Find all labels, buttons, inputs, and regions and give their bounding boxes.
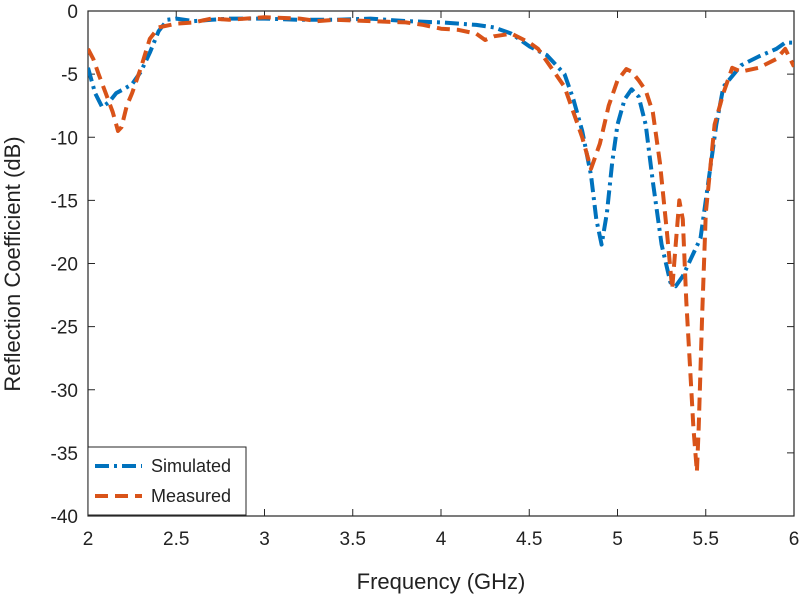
x-tick-label: 2 — [83, 529, 94, 550]
legend-label-simulated: Simulated — [151, 456, 231, 476]
x-tick-label: 3.5 — [340, 529, 366, 550]
y-tick-label: -5 — [61, 65, 78, 86]
x-tick-label: 6 — [789, 529, 800, 550]
plot-area — [87, 10, 795, 517]
series-line-simulated — [88, 16, 794, 289]
y-tick-label: 0 — [67, 2, 78, 23]
axis-ticks — [87, 10, 795, 517]
series-line-measured — [88, 15, 794, 474]
y-tick-label: -20 — [51, 255, 78, 276]
y-tick-label: -10 — [51, 128, 78, 149]
y-tick-label: -25 — [51, 318, 78, 339]
legend: Simulated Measured — [87, 446, 247, 516]
y-tick-label: -30 — [51, 381, 78, 402]
y-tick-label: -35 — [51, 444, 78, 465]
y-axis-label: Reflection Coefficient (dB) — [0, 136, 25, 391]
x-tick-label: 4.5 — [516, 529, 542, 550]
x-tick-label: 5.5 — [693, 529, 719, 550]
y-tick-label: -15 — [51, 191, 78, 212]
legend-label-measured: Measured — [151, 486, 231, 506]
x-tick-labels: 2 2.5 3 3.5 4 4.5 5 5.5 6 — [83, 529, 800, 550]
y-tick-labels: 0 -5 -10 -15 -20 -25 -30 -35 -40 — [51, 2, 78, 528]
x-tick-label: 4 — [436, 529, 447, 550]
x-tick-label: 2.5 — [163, 529, 189, 550]
x-tick-label: 5 — [612, 529, 623, 550]
x-tick-label: 3 — [259, 529, 270, 550]
legend-box — [87, 446, 247, 516]
series-lines — [88, 15, 794, 474]
y-tick-label: -40 — [51, 507, 78, 528]
x-axis-label: Frequency (GHz) — [357, 569, 526, 594]
